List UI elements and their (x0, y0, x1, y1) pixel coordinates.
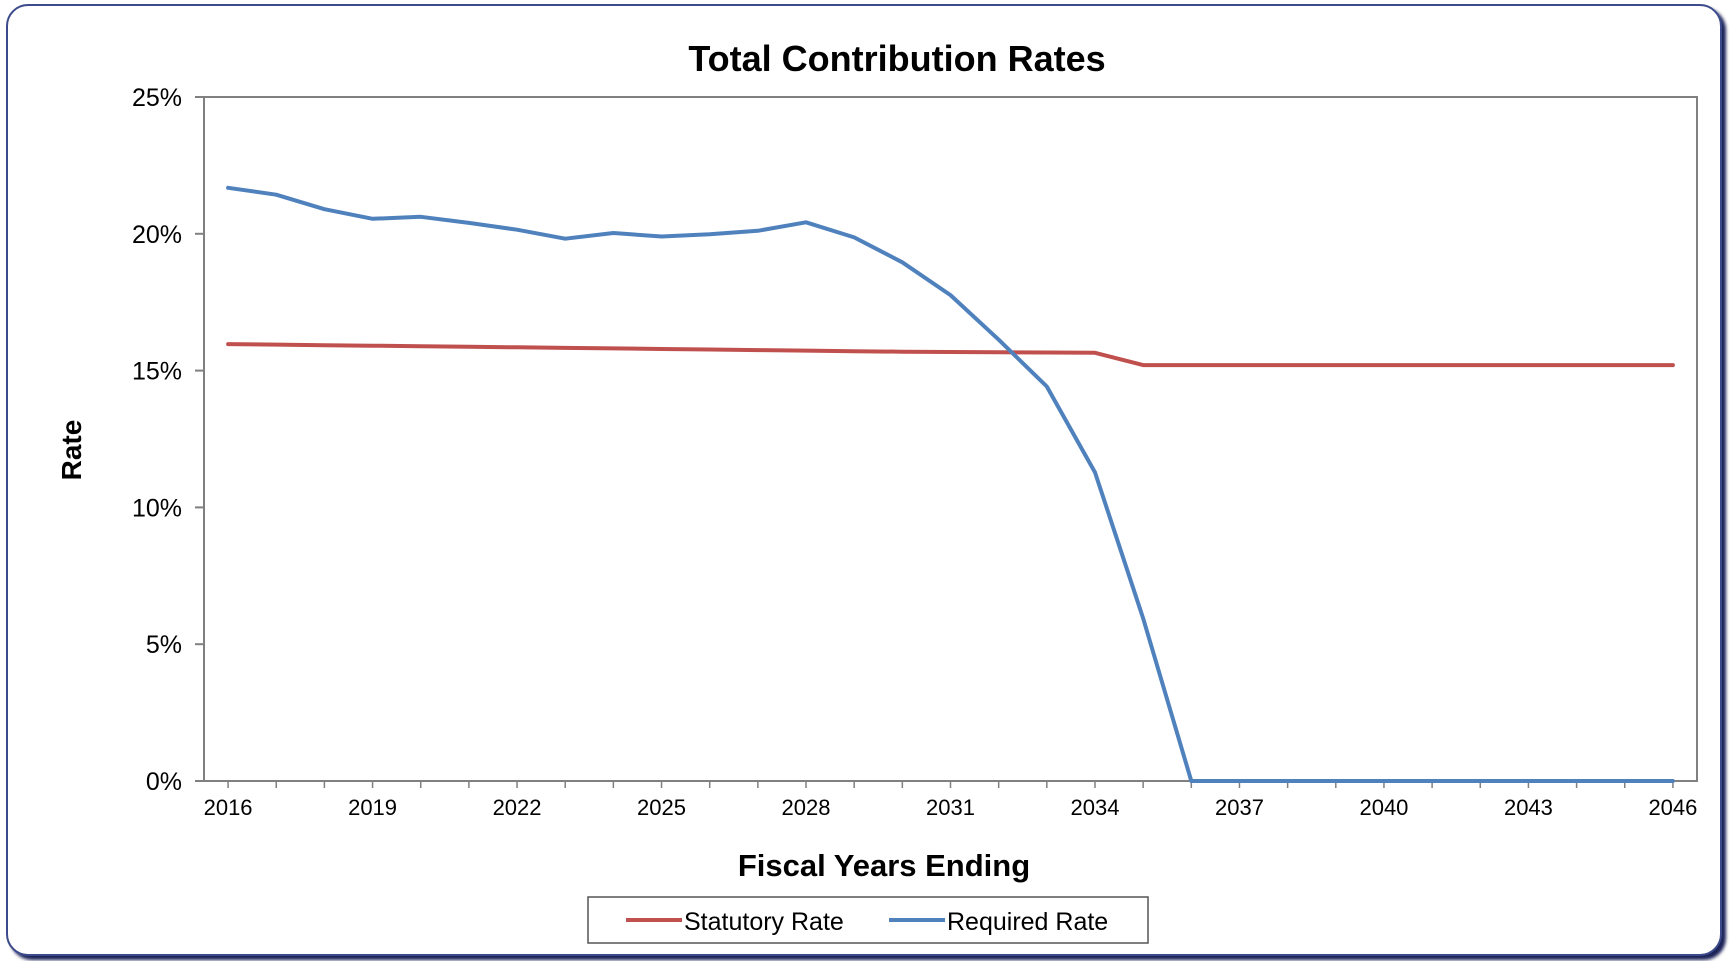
x-tick-label: 2034 (1071, 795, 1120, 820)
x-tick-label: 2040 (1359, 795, 1408, 820)
x-axis-label: Fiscal Years Ending (738, 848, 1030, 883)
legend-label-statutory: Statutory Rate (684, 908, 844, 936)
series-line-statutory-rate (226, 342, 1675, 368)
x-tick-label: 2046 (1648, 795, 1697, 820)
x-tick-label: 2031 (926, 795, 975, 820)
series-layer (226, 185, 1675, 783)
plot-area (203, 96, 1698, 782)
x-tick-label: 2043 (1504, 795, 1553, 820)
x-tick-label: 2022 (493, 795, 542, 820)
legend: Statutory Rate Required Rate (587, 896, 1149, 944)
y-tick-label: 25% (132, 84, 182, 112)
x-tick-label: 2028 (782, 795, 831, 820)
y-tick-label: 0% (146, 768, 182, 796)
x-tick-label: 2037 (1215, 795, 1264, 820)
chart-title: Total Contribution Rates (688, 38, 1105, 79)
x-tick-label: 2025 (637, 795, 686, 820)
y-tick-label: 10% (132, 494, 182, 522)
x-tick-label: 2019 (348, 795, 397, 820)
y-tick-label: 5% (146, 631, 182, 659)
legend-label-required: Required Rate (947, 908, 1108, 936)
y-tick-label: 15% (132, 358, 182, 386)
x-axis: 2016 2019 2022 2025 2028 2031 2034 2037 2040 2043… (204, 781, 1697, 820)
series-line-required-rate (226, 185, 1675, 783)
y-axis-label: Rate (56, 420, 87, 481)
x-tick-label: 2016 (204, 795, 253, 820)
y-axis: 0% 5% 10% 15% 20% 25% (132, 84, 204, 796)
y-tick-label: 20% (132, 221, 182, 249)
